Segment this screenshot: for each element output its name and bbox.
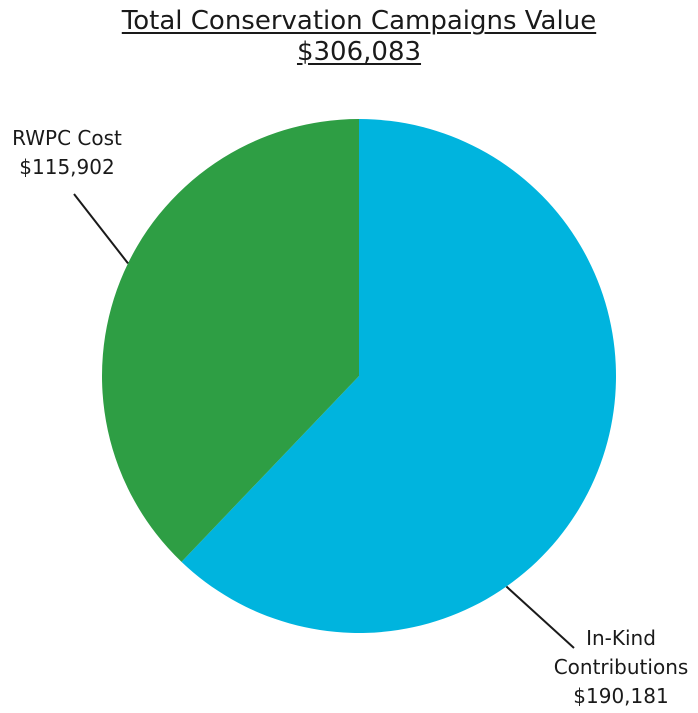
pie-slice-rwpc-cost (102, 119, 359, 562)
chart-total-value: $306,083 (296, 37, 422, 67)
chart-title-text: Total Conservation Campaigns Value (121, 6, 597, 36)
slice-labels: In-Kind Contributions $190,181 RWPC Cost $11… (12, 126, 688, 708)
leader-line-in-kind-contributions (505, 585, 575, 649)
slice-category-label-rwpc-cost: RWPC Cost (12, 126, 122, 150)
chart-title: Total Conservation Campaigns Value $306,… (0, 6, 698, 68)
slice-value-label-rwpc-cost: $115,902 (19, 155, 114, 179)
pie-slice-in-kind-contributions (181, 119, 617, 634)
slice-category-label-in-kind-contributions: In-Kind (586, 626, 656, 650)
pie-slices (102, 119, 617, 634)
leader-lines (73, 193, 575, 649)
slice-value-label-in-kind-contributions: $190,181 (573, 684, 668, 708)
slice-category-label-in-kind-contributions: Contributions (554, 655, 689, 679)
leader-line-rwpc-cost (73, 193, 129, 264)
